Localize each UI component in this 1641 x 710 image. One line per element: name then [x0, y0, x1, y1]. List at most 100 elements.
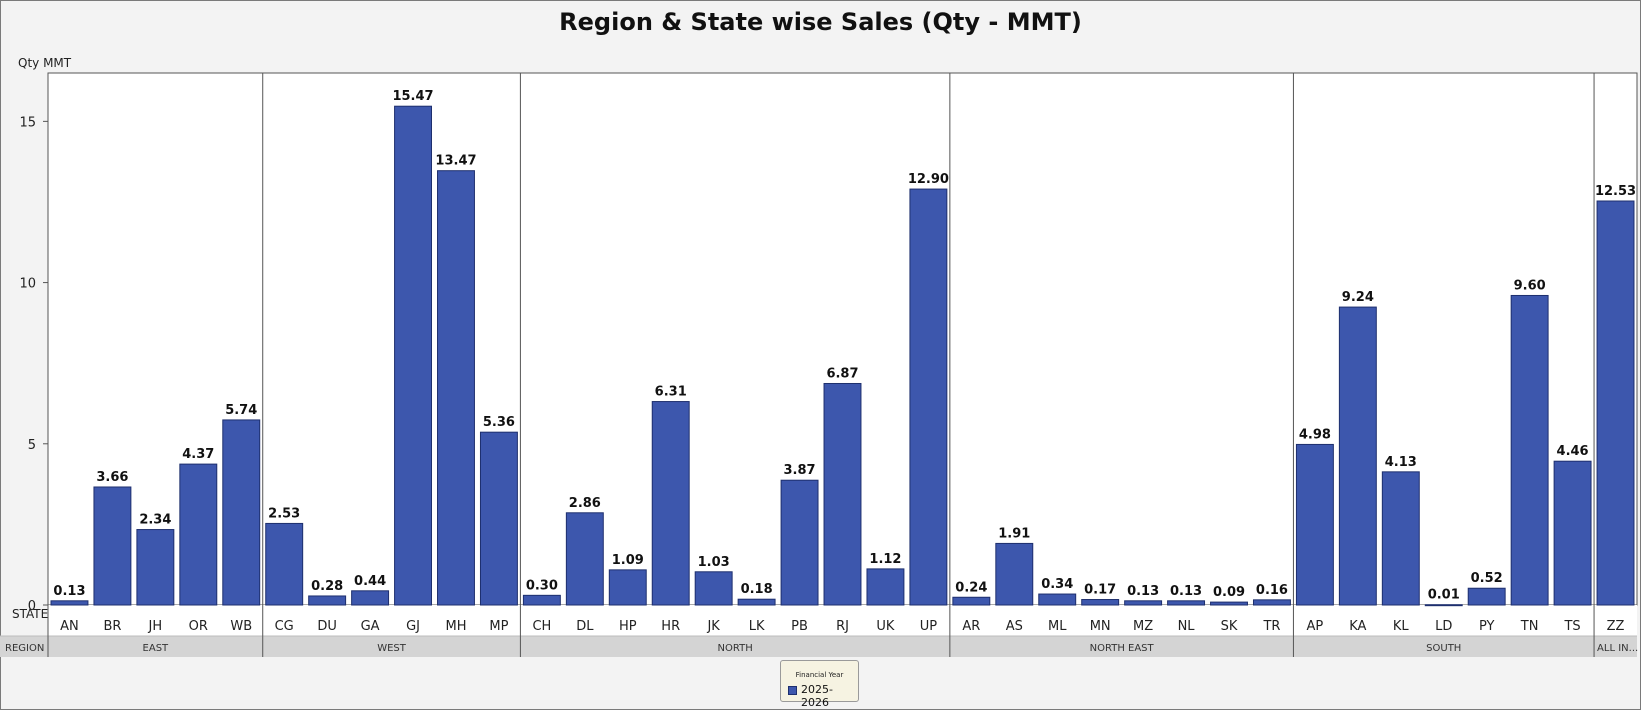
bar-wb	[222, 419, 261, 606]
data-label: 0.24	[955, 580, 987, 595]
data-label: 5.74	[225, 403, 257, 418]
x-tick-label: HP	[619, 619, 637, 634]
data-label: 2.34	[139, 513, 171, 528]
bar-ar	[952, 596, 991, 606]
x-tick-label: UP	[920, 619, 938, 634]
bar-kl	[1381, 471, 1420, 606]
x-tick-label: AN	[60, 619, 79, 634]
chart-title: Region & State wise Sales (Qty - MMT)	[559, 8, 1082, 36]
data-label: 15.47	[392, 89, 433, 104]
x-tick-label: UK	[876, 619, 895, 634]
x-tick-label: DU	[317, 619, 337, 634]
bar-dl	[565, 512, 604, 606]
legend-title: Financial Year	[795, 671, 844, 679]
bar-mn	[1081, 599, 1120, 606]
data-label: 6.31	[655, 385, 687, 400]
x-tick-label: GA	[361, 619, 380, 634]
bar-mz	[1124, 600, 1163, 606]
region-label: NORTH	[718, 643, 753, 654]
x-tick-label: ZZ	[1607, 619, 1625, 634]
bar-hp	[608, 569, 647, 606]
legend-series-label: 2025-2026	[801, 683, 833, 709]
data-label: 0.13	[1170, 584, 1202, 599]
x-tick-label: CH	[532, 619, 551, 634]
bar-mp	[479, 431, 518, 606]
state-row-label: STATE	[12, 607, 48, 621]
bar-tn	[1510, 294, 1549, 606]
bar-sk	[1210, 601, 1248, 606]
x-tick-label: PY	[1479, 619, 1495, 634]
region-label: EAST	[143, 643, 170, 654]
data-label: 9.60	[1514, 278, 1546, 293]
data-label: 1.09	[612, 553, 644, 568]
y-tick-label: 0	[28, 599, 36, 614]
region-label: SOUTH	[1426, 643, 1461, 654]
x-tick-label: DL	[576, 619, 594, 634]
x-tick-label: WB	[230, 619, 252, 634]
x-tick-label: LD	[1435, 619, 1452, 634]
x-tick-label: MH	[445, 619, 466, 634]
x-tick-label: RJ	[836, 619, 849, 634]
x-tick-label: TR	[1262, 619, 1280, 634]
bar-py	[1467, 587, 1506, 606]
bar-uk	[866, 568, 905, 606]
region-row	[0, 636, 1637, 657]
bar-ch	[522, 594, 561, 606]
bar-du	[308, 595, 347, 606]
legend-swatch	[788, 686, 797, 695]
region-label: ALL IN...	[1597, 643, 1638, 654]
bar-an	[50, 600, 89, 606]
data-label: 12.90	[908, 172, 949, 187]
x-tick-label: MN	[1090, 619, 1111, 634]
region-label: NORTH EAST	[1090, 643, 1155, 654]
x-tick-label: JH	[148, 619, 163, 634]
data-label: 2.53	[268, 506, 300, 521]
data-label: 3.87	[784, 463, 816, 478]
bar-lk	[737, 598, 776, 606]
data-label: 1.03	[698, 555, 730, 570]
legend: Financial Year 2025-2026	[780, 660, 859, 709]
data-label: 13.47	[435, 154, 476, 169]
bar-jk	[694, 571, 733, 606]
x-tick-label: JK	[706, 619, 720, 634]
bar-ld	[1424, 604, 1463, 607]
data-label: 4.98	[1299, 427, 1331, 442]
x-tick-label: TN	[1520, 619, 1539, 634]
x-tick-label: LK	[749, 619, 765, 634]
data-label: 0.44	[354, 574, 386, 589]
x-tick-label: NL	[1178, 619, 1196, 634]
x-tick-label: AS	[1006, 619, 1023, 634]
y-axis-label: Qty MMT	[18, 56, 72, 70]
bar-or	[179, 463, 218, 606]
data-label: 1.91	[998, 526, 1030, 541]
bar-cg	[265, 522, 304, 606]
x-tick-label: GJ	[406, 619, 420, 634]
data-label: 6.87	[826, 366, 858, 381]
data-label: 5.36	[483, 415, 515, 430]
data-label: 1.12	[869, 552, 901, 567]
bar-ga	[351, 590, 390, 606]
region-row-label: REGION	[5, 643, 44, 654]
bar-zz	[1596, 200, 1635, 606]
data-label: 4.13	[1385, 455, 1417, 470]
x-tick-label: HR	[661, 619, 680, 634]
bar-tr	[1252, 599, 1291, 606]
bar-gj	[394, 105, 433, 606]
bar-ka	[1338, 306, 1377, 606]
data-label: 0.28	[311, 579, 343, 594]
bar-rj	[823, 382, 862, 606]
data-label: 0.52	[1471, 571, 1503, 586]
data-label: 0.13	[53, 584, 85, 599]
state-row	[48, 605, 1637, 636]
data-label: 0.01	[1428, 588, 1460, 603]
data-label: 4.37	[182, 447, 214, 462]
y-tick-label: 15	[19, 115, 36, 130]
data-label: 3.66	[96, 470, 128, 485]
bar-br	[93, 486, 132, 606]
data-label: 0.30	[526, 578, 558, 593]
bar-hr	[651, 401, 690, 606]
x-tick-label: MP	[489, 619, 508, 634]
data-label: 12.53	[1595, 184, 1636, 199]
data-label: 0.16	[1256, 583, 1288, 598]
